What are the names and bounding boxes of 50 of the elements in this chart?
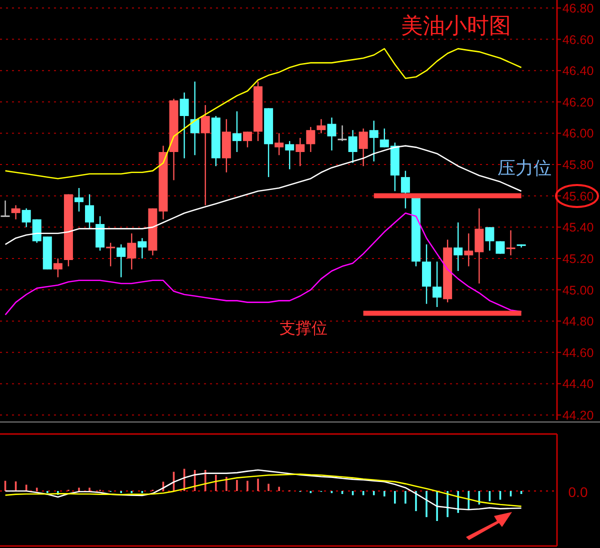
y-tick-label: 46.80 <box>562 2 594 16</box>
candlestick <box>369 120 378 162</box>
candlestick <box>327 116 336 152</box>
candlestick <box>138 238 147 260</box>
candlestick <box>296 137 305 167</box>
candlestick <box>274 132 284 156</box>
y-tick-label: 44.40 <box>562 377 594 392</box>
y-tick-label: 44.80 <box>562 314 594 329</box>
candlestick <box>316 118 326 134</box>
series-label: 压力位 <box>497 158 552 178</box>
y-tick-label: 45.60 <box>562 189 594 204</box>
candlestick <box>200 104 210 206</box>
y-tick-label: 45.00 <box>562 283 594 298</box>
text: 支撑位 <box>279 319 328 338</box>
y-tick-label: 44.20 <box>562 408 594 422</box>
candlestick <box>127 232 136 270</box>
candlestick <box>338 124 347 142</box>
y-tick-label: 45.20 <box>562 252 594 266</box>
candlestick <box>96 216 105 252</box>
y-tick-label: 46.40 <box>562 64 594 78</box>
ref-line-label: 0.0 <box>568 484 588 500</box>
chart-title: 美油小时图 <box>401 13 511 38</box>
line-series <box>4 212 522 316</box>
candlestick <box>432 260 442 308</box>
candlestick <box>358 128 368 167</box>
y-tick-label: 46.20 <box>562 95 594 110</box>
candlestick <box>180 92 189 159</box>
candlestick <box>242 131 252 148</box>
y-tick-label: 44.60 <box>562 346 594 360</box>
candlestick <box>116 244 126 278</box>
candlestick <box>0 200 10 217</box>
candlestick <box>496 240 505 254</box>
y-tick-label: 45.80 <box>562 158 594 172</box>
y-tick-label: 46.60 <box>562 32 594 47</box>
candlestick <box>485 226 494 252</box>
candlestick <box>454 222 463 272</box>
candlestick <box>190 80 200 156</box>
candlestick <box>85 194 94 230</box>
candlestick <box>285 140 294 170</box>
candlestick <box>74 187 84 212</box>
y-tick-label: 46.00 <box>562 126 594 141</box>
y-tick-label: 45.40 <box>562 220 594 235</box>
candlestick <box>53 258 62 278</box>
candlestick <box>306 126 316 153</box>
candlestick <box>506 230 516 256</box>
candlestick <box>348 130 358 164</box>
candlestick <box>106 242 116 267</box>
candlestick <box>400 170 410 209</box>
candlestick <box>232 110 242 153</box>
candlestick <box>11 204 20 220</box>
